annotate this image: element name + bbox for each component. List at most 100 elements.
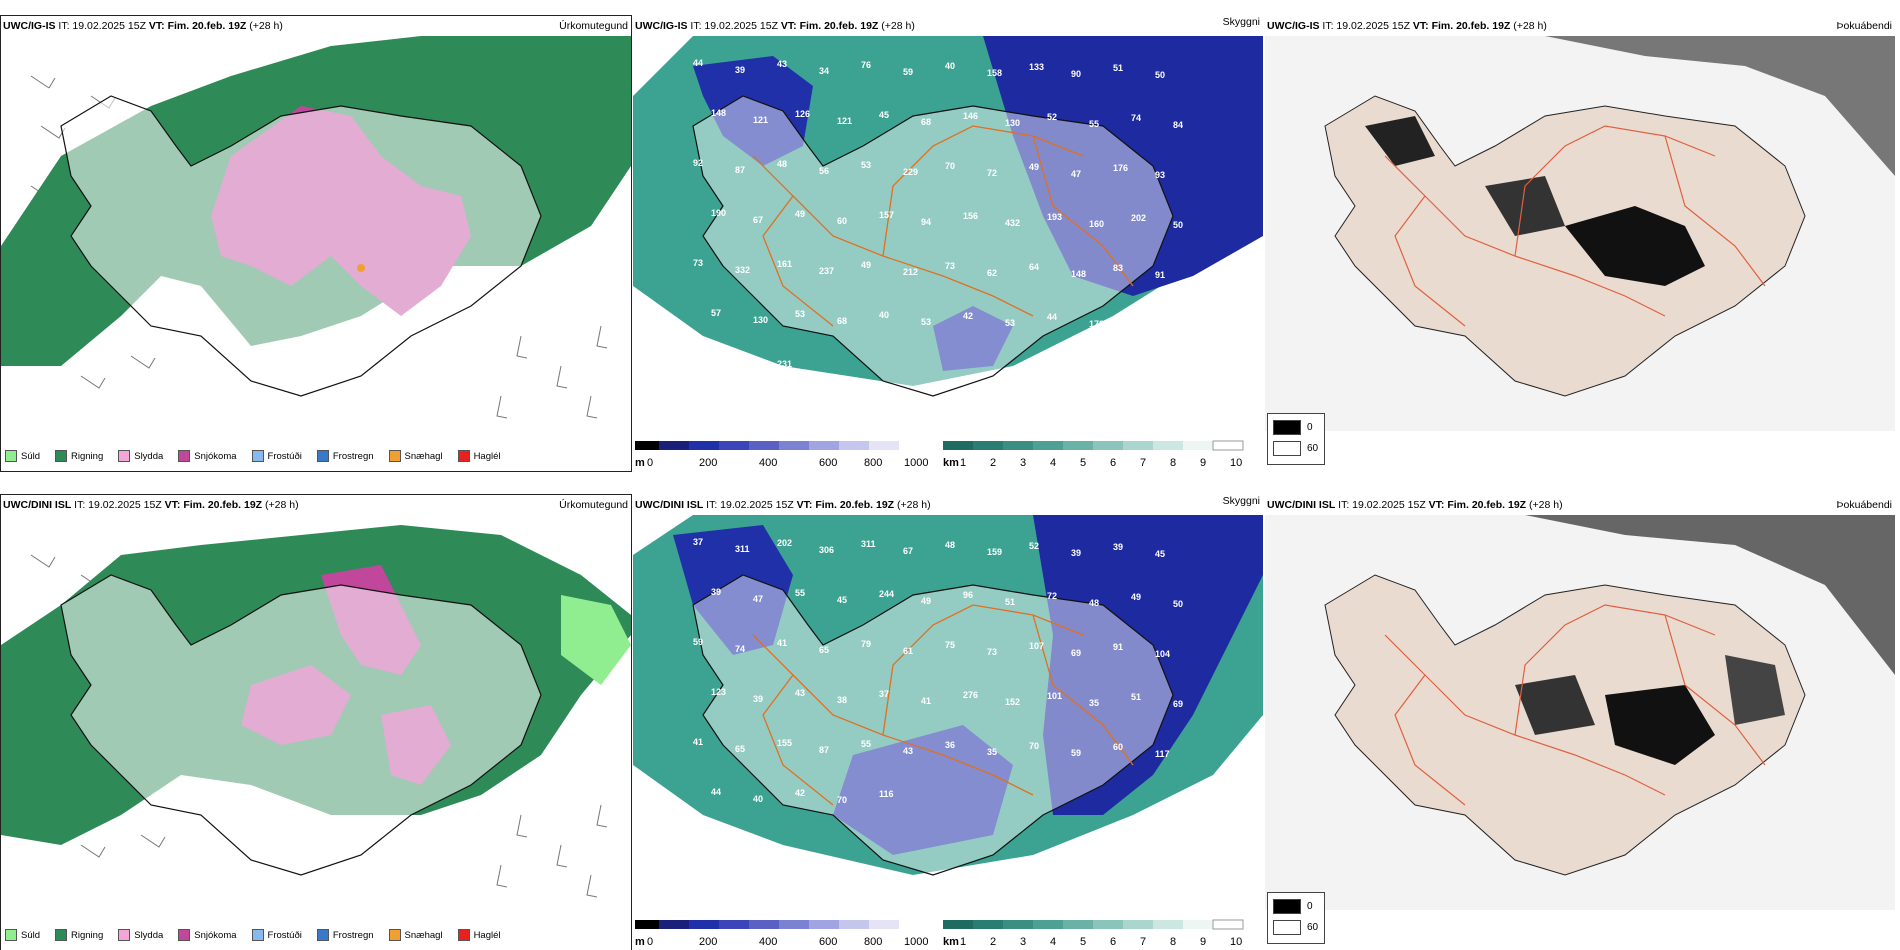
ceiling-label: 35 xyxy=(1089,698,1099,708)
ceiling-label: 160 xyxy=(1089,219,1104,229)
ceiling-label: 93 xyxy=(1155,170,1165,180)
colorbar-tick: 1000 xyxy=(904,936,928,948)
legend-item: Frostregn xyxy=(316,929,374,941)
ceiling-label: 40 xyxy=(753,794,763,804)
ceiling-label: 94 xyxy=(921,217,931,227)
ceiling-label: 73 xyxy=(693,258,703,268)
ceiling-label: 161 xyxy=(777,259,792,269)
ceiling-label: 59 xyxy=(693,637,703,647)
colorbar-tick: 200 xyxy=(699,457,717,469)
legend-item: Rigning xyxy=(55,450,103,462)
ceiling-label: 432 xyxy=(1005,218,1020,228)
ceiling-label: 159 xyxy=(1131,313,1146,323)
precip-type-panel-top: UWC/IG-IS IT: 19.02.2025 15Z VT: Fim. 20… xyxy=(0,15,632,472)
legend-item: Snæhagl xyxy=(388,450,443,462)
ceiling-label: 96 xyxy=(963,590,973,600)
ceiling-label: 36 xyxy=(945,740,955,750)
ceiling-label: 76 xyxy=(861,60,871,70)
colorbar-tick: 5 xyxy=(1080,457,1086,469)
ceiling-label: 69 xyxy=(1173,699,1183,709)
colorbar-tick: 3 xyxy=(1020,457,1026,469)
legend-item: Snjókoma xyxy=(178,929,237,941)
ceiling-label: 83 xyxy=(1113,263,1123,273)
product-name: Þokuábendi xyxy=(1836,499,1892,511)
precip-legend: Súld Rigning Slydda Snjókoma Frostúði Fr… xyxy=(5,926,513,944)
fog-dark-patch xyxy=(1565,206,1705,286)
roads xyxy=(1384,125,1766,327)
ceiling-label: 121 xyxy=(753,115,768,125)
colorbar-tick: 9 xyxy=(1200,457,1206,469)
ceiling-label: 43 xyxy=(777,59,787,69)
ceiling-label: 40 xyxy=(879,310,889,320)
ceiling-label: 65 xyxy=(819,645,829,655)
colorbar-tick: 9 xyxy=(1200,936,1206,948)
fog-index-legend: 0 60 xyxy=(1267,892,1325,944)
ceiling-label: 35 xyxy=(987,747,997,757)
ceiling-label: 133 xyxy=(1029,62,1044,72)
colorbar-tick: 1 xyxy=(960,457,966,469)
ceiling-label: 159 xyxy=(987,547,1002,557)
ceiling-labels: 37 311 202 306 311 67 48 159 52 39 39 45 39 47 55 45 244… xyxy=(693,537,1183,805)
ceiling-label: 104 xyxy=(1155,649,1170,659)
panel-title: UWC/IG-IS IT: 19.02.2025 15Z VT: Fim. 20… xyxy=(1267,20,1547,32)
ceiling-label: 45 xyxy=(1155,549,1165,559)
colorbar-tick: 0 xyxy=(647,457,653,469)
colorbar-tick: 1 xyxy=(960,936,966,948)
colorbar-tick: 7 xyxy=(1140,936,1146,948)
ceiling-label: 48 xyxy=(1089,598,1099,608)
ceiling-label: 41 xyxy=(777,638,787,648)
panel-title: UWC/IG-IS IT: 19.02.2025 15Z VT: Fim. 20… xyxy=(3,20,283,32)
iceland-land xyxy=(1324,95,1806,397)
fog-dark-patch-2 xyxy=(1485,176,1565,236)
ceiling-label: 69 xyxy=(1071,648,1081,658)
ceiling-label: 101 xyxy=(1047,691,1062,701)
ceiling-label: 157 xyxy=(879,210,894,220)
product-name: Skyggni xyxy=(1222,16,1260,28)
ceiling-label: 73 xyxy=(945,261,955,271)
ceiling-label: 41 xyxy=(693,737,703,747)
ceiling-label: 155 xyxy=(777,738,792,748)
product-name: Skyggni xyxy=(1222,495,1260,507)
legend-item: Rigning xyxy=(55,929,103,941)
fog-index-legend: 0 60 xyxy=(1267,413,1325,465)
ceiling-label: 117 xyxy=(1155,749,1170,759)
ceiling-label: 51 xyxy=(1113,63,1123,73)
colorbar-unit: m xyxy=(635,457,645,469)
ceiling-label: 48 xyxy=(777,159,787,169)
colorbar-tick: 2 xyxy=(990,936,996,948)
precip-map xyxy=(1,525,631,898)
fog-dark-patch-3 xyxy=(1365,116,1435,166)
ceiling-label: 74 xyxy=(1131,113,1141,123)
cloud-west xyxy=(693,56,813,166)
colorbar-unit: m xyxy=(635,936,645,948)
panel-title: UWC/IG-IS IT: 19.02.2025 15Z VT: Fim. 20… xyxy=(635,20,915,32)
roads xyxy=(1384,604,1766,806)
legend-max: 60 xyxy=(1307,443,1319,454)
cloud-map: 44 39 43 34 76 59 40 158 133 90 51 50 148 121 126 121 45… xyxy=(633,36,1263,397)
ceiling-label: 203 xyxy=(693,358,708,368)
colorbar-unit: km xyxy=(943,936,959,948)
ceiling-label: 49 xyxy=(795,209,805,219)
colorbar-tick: 7 xyxy=(1140,457,1146,469)
ceiling-label: 47 xyxy=(1071,169,1081,179)
ceiling-label: 49 xyxy=(861,260,871,270)
fog-dark-patch-2 xyxy=(1515,675,1595,735)
ceiling-label: 244 xyxy=(879,589,894,599)
ceiling-label: 38 xyxy=(837,695,847,705)
cloud-panel-top: UWC/IG-IS IT: 19.02.2025 15Z VT: Fim. 20… xyxy=(633,16,1263,471)
iceland-coast xyxy=(60,574,542,876)
ceiling-label: 55 xyxy=(861,739,871,749)
roads xyxy=(752,604,1134,806)
panel-title: UWC/DINI ISL IT: 19.02.2025 15Z VT: Fim.… xyxy=(1267,499,1563,511)
colorbar-tick: 0 xyxy=(647,936,653,948)
ceiling-label: 306 xyxy=(819,545,834,555)
ceiling-label: 67 xyxy=(903,546,913,556)
ceiling-label: 47 xyxy=(753,594,763,604)
colorbar-tick: 6 xyxy=(1110,936,1116,948)
ceiling-label: 148 xyxy=(1071,269,1086,279)
ceiling-label: 67 xyxy=(753,215,763,225)
ceiling-label: 48 xyxy=(945,540,955,550)
ceiling-label: 39 xyxy=(1113,542,1123,552)
colorbar-tick: 10 xyxy=(1230,936,1242,948)
high-cloud xyxy=(1033,515,1263,815)
